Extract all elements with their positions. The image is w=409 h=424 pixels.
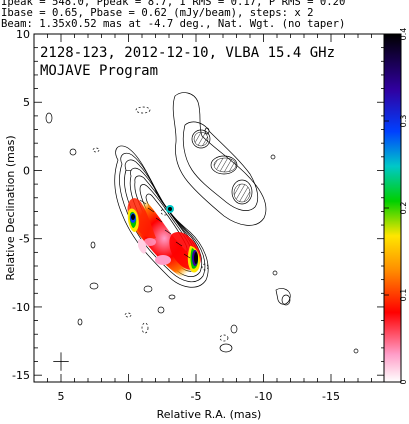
- polarization-vectors: [139, 199, 191, 259]
- y-axis-label: Relative Declination (mas): [4, 135, 17, 280]
- polarization-fill: [125, 194, 203, 283]
- y-tick-label: 5: [23, 96, 30, 109]
- map-title: 2128-123, 2012-12-10, VLBA 15.4 GHz: [40, 45, 335, 61]
- y-tick-label: -15: [12, 369, 30, 382]
- y-tick-label: 10: [16, 28, 30, 41]
- y-axis-ticks: 10 5 0 -5 -10 -15: [12, 28, 385, 382]
- colorbar-tick-label: 0.2: [399, 202, 408, 215]
- map-subtitle: MOJAVE Program: [40, 63, 158, 79]
- header-beam-line: Beam: 1.35x0.52 mas at -4.7 deg., Nat. W…: [1, 18, 346, 30]
- colorbar-ticks: 0 0.1 0.2 0.3 0.4: [384, 28, 408, 385]
- header-peak-line: Ipeak = 548.0, Ppeak = 8.7, I RMS = 0.17…: [1, 0, 346, 8]
- header-base-line: Ibase = 0.65, Pbase = 0.62 (mJy/beam), s…: [1, 7, 314, 19]
- plot-frame: [33, 33, 386, 383]
- x-tick-label: -15: [322, 390, 340, 403]
- beam-marker: [53, 352, 69, 371]
- x-tick-label: 5: [58, 390, 65, 403]
- x-tick-label: -5: [191, 390, 202, 403]
- colorbar-tick-label: 0.3: [399, 115, 408, 128]
- map-header: Ipeak = 548.0, Ppeak = 8.7, I RMS = 0.17…: [1, 0, 406, 30]
- contour-lines: [45, 92, 359, 354]
- x-axis-ticks: 5 0 -5 -10 -15: [33, 34, 386, 403]
- hatched-regions: [193, 131, 251, 203]
- negative-contours: [92, 106, 229, 342]
- colorbar-tick-label: 0.1: [399, 289, 408, 302]
- x-axis-label: Relative R.A. (mas): [157, 408, 262, 421]
- x-tick-label: 0: [125, 390, 132, 403]
- y-tick-label: 0: [23, 164, 30, 177]
- y-tick-label: -10: [12, 301, 30, 314]
- x-tick-label: -10: [255, 390, 273, 403]
- colorbar-tick-label: 0: [399, 379, 408, 384]
- colorbar-tick-label: 0.4: [399, 28, 408, 41]
- y-tick-label: -5: [19, 233, 30, 246]
